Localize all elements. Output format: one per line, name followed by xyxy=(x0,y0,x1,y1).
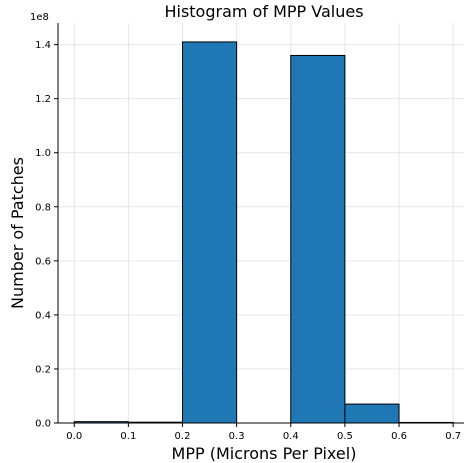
y-ticks: 0.0 0.2 0.4 0.6 0.8 1.0 1.2 1.4 xyxy=(35,40,58,430)
bars-group xyxy=(73,41,454,424)
y-axis-label: Number of Patches xyxy=(8,157,27,309)
y-tick-label: 0.0 xyxy=(35,419,51,430)
x-tick-label: 0.4 xyxy=(283,431,299,442)
y-tick-label: 0.2 xyxy=(35,364,51,375)
y-tick-label: 0.6 xyxy=(35,256,51,267)
x-axis-label: MPP (Microns Per Pixel) xyxy=(172,444,357,463)
x-tick-label: 0.2 xyxy=(175,431,191,442)
x-ticks: 0.0 0.1 0.2 0.3 0.4 0.5 0.6 0.7 xyxy=(66,423,461,442)
histogram-bar xyxy=(290,54,346,424)
x-tick-label: 0.6 xyxy=(391,431,407,442)
y-tick-label: 1.4 xyxy=(35,40,51,51)
y-tick-label: 0.8 xyxy=(35,202,51,213)
histogram-bar xyxy=(344,403,400,424)
y-tick-label: 0.4 xyxy=(35,310,51,321)
x-tick-label: 0.3 xyxy=(229,431,245,442)
x-tick-label: 0.0 xyxy=(66,431,82,442)
x-tick-label: 0.7 xyxy=(445,431,461,442)
y-tick-label: 1.0 xyxy=(35,148,51,159)
grid-lines xyxy=(58,23,464,424)
x-tick-label: 0.1 xyxy=(120,431,136,442)
histogram-bar xyxy=(182,41,238,424)
x-tick-label: 0.5 xyxy=(337,431,353,442)
y-tick-label: 1.2 xyxy=(35,94,51,105)
y-offset-label: 1e8 xyxy=(30,12,49,23)
chart-title: Histogram of MPP Values xyxy=(164,2,363,21)
